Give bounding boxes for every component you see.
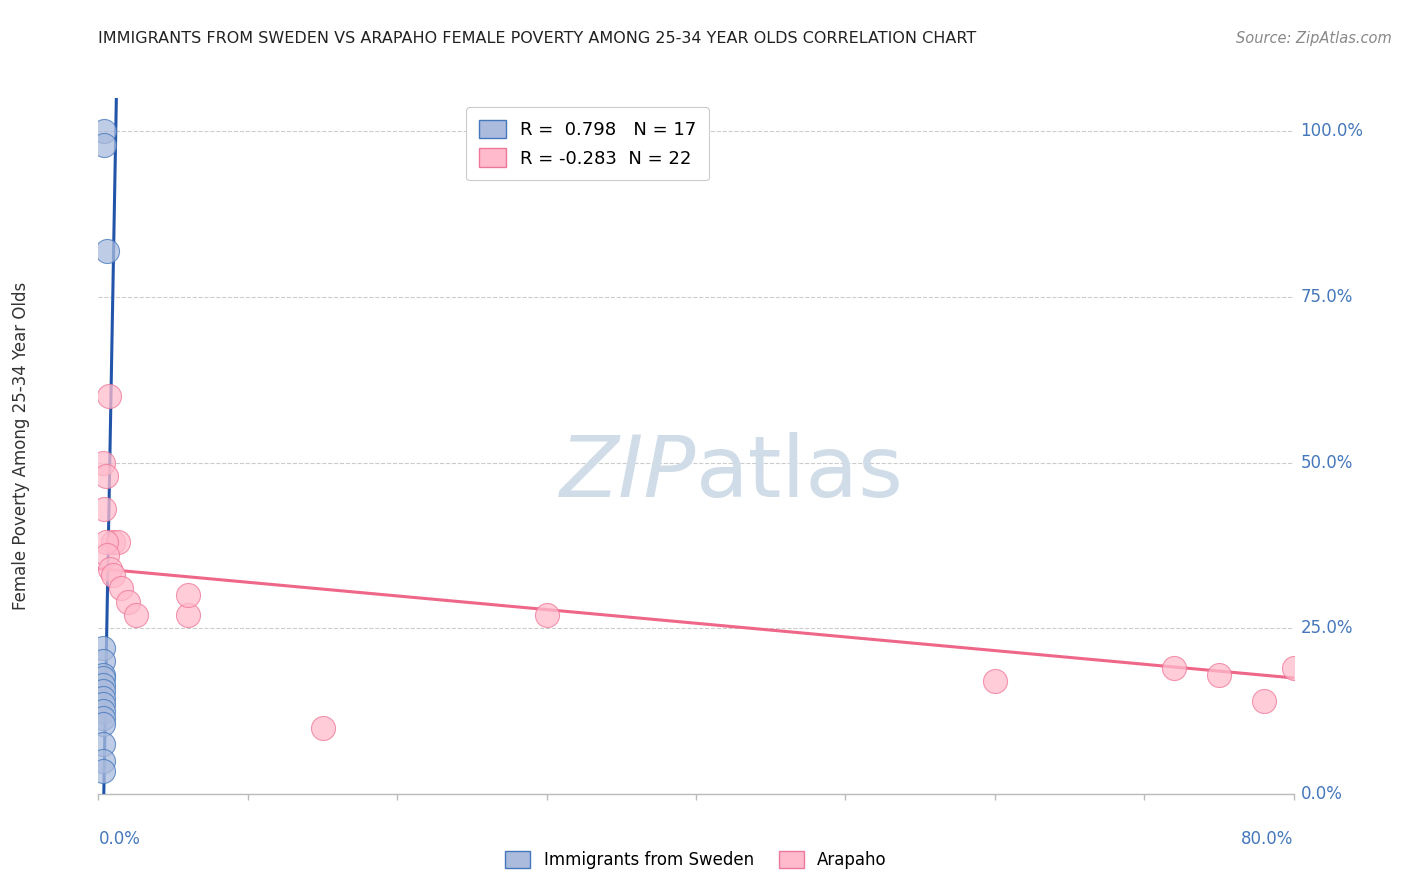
Text: IMMIGRANTS FROM SWEDEN VS ARAPAHO FEMALE POVERTY AMONG 25-34 YEAR OLDS CORRELATI: IMMIGRANTS FROM SWEDEN VS ARAPAHO FEMALE… (98, 31, 977, 46)
Point (91, 654, 114, 668)
Point (93, 137, 115, 152)
Text: Female Poverty Among 25-34 Year Olds: Female Poverty Among 25-34 Year Olds (13, 282, 30, 610)
Point (91, 690, 114, 705)
Text: 0.0%: 0.0% (98, 830, 141, 847)
Point (96, 244, 118, 258)
Point (93, 124, 115, 138)
Text: 50.0%: 50.0% (1301, 453, 1353, 472)
Point (91, 684, 114, 698)
Point (91, 698, 114, 712)
Point (177, 607, 200, 622)
Point (91, 641, 114, 656)
Point (103, 568, 125, 582)
Point (536, 607, 558, 622)
Text: ZIP: ZIP (560, 433, 696, 516)
Text: 75.0%: 75.0% (1301, 288, 1353, 306)
Point (98, 561, 122, 575)
Legend: Immigrants from Sweden, Arapaho: Immigrants from Sweden, Arapaho (499, 845, 893, 876)
Point (110, 582, 132, 596)
Point (91, 737, 114, 751)
Point (96, 549, 118, 563)
Point (1253, 694, 1275, 708)
Point (91, 764, 114, 778)
Point (93, 502, 115, 516)
Point (91, 667, 114, 681)
Point (94, 468, 117, 483)
Text: Source: ZipAtlas.com: Source: ZipAtlas.com (1236, 31, 1392, 46)
Text: 0.0%: 0.0% (1301, 785, 1343, 803)
Point (1282, 661, 1305, 675)
Point (117, 595, 139, 609)
Point (91, 671, 114, 685)
Point (91, 754, 114, 768)
Point (311, 721, 333, 735)
Point (125, 607, 148, 622)
Point (1208, 667, 1230, 681)
Point (91, 456, 114, 470)
Point (94, 535, 117, 549)
Text: 100.0%: 100.0% (1301, 122, 1364, 140)
Point (91, 704, 114, 718)
Point (1163, 661, 1185, 675)
Point (91, 677, 114, 691)
Text: 80.0%: 80.0% (1241, 830, 1294, 847)
Point (103, 535, 125, 549)
Text: 25.0%: 25.0% (1301, 619, 1353, 637)
Point (983, 674, 1005, 689)
Point (177, 588, 200, 602)
Point (91, 717, 114, 731)
Point (107, 535, 129, 549)
Point (97, 389, 120, 403)
Text: atlas: atlas (696, 433, 904, 516)
Point (91, 711, 114, 725)
